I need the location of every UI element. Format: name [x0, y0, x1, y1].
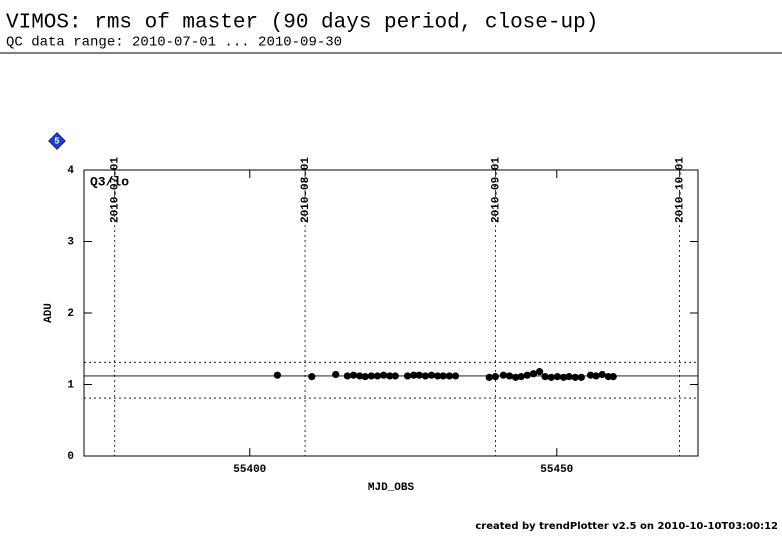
date-label: 2010-10-01 — [674, 157, 686, 223]
data-point — [577, 373, 585, 381]
data-point — [559, 373, 568, 381]
footer: created by trendPlotter v2.5 on 2010-10-… — [475, 521, 778, 532]
data-point — [609, 373, 617, 381]
data-point — [451, 372, 460, 380]
badge: 5 — [48, 132, 66, 150]
y-tick-label: 1 — [67, 379, 74, 391]
chart-subtitle: QC data range: 2010-07-01 ... 2010-09-30 — [6, 35, 342, 51]
data-point — [529, 370, 538, 378]
data-point — [367, 372, 375, 380]
panel-label: Q3/lo — [90, 174, 129, 189]
x-tick-label: 55450 — [540, 464, 573, 476]
y-axis-label: ADU — [43, 303, 55, 323]
data-point — [421, 372, 429, 380]
y-tick-label: 0 — [67, 451, 74, 463]
chart-title: VIMOS: rms of master (90 days period, cl… — [6, 12, 598, 35]
data-point — [427, 371, 436, 379]
data-point — [445, 372, 453, 380]
data-point — [386, 372, 394, 380]
data-point — [553, 373, 561, 381]
date-label: 2010-08-01 — [300, 157, 312, 223]
data-point — [571, 373, 579, 381]
badge-diamond — [48, 132, 66, 150]
data-point — [439, 372, 447, 380]
data-point — [356, 372, 364, 380]
data-point — [349, 371, 358, 379]
data-point — [565, 373, 573, 381]
data-point — [410, 371, 418, 379]
date-label: 2010-07-01 — [110, 157, 122, 223]
data-point — [491, 373, 499, 381]
data-point — [517, 373, 525, 381]
data-point — [373, 372, 382, 380]
x-tick-label: 55400 — [233, 464, 266, 476]
data-point — [499, 371, 507, 379]
y-tick-label: 3 — [67, 236, 74, 248]
data-point — [592, 372, 600, 380]
data-point — [523, 371, 531, 379]
data-point — [273, 371, 282, 379]
data-point — [361, 373, 369, 381]
data-point — [586, 371, 595, 379]
data-point — [332, 370, 340, 379]
badge-label: 5 — [54, 136, 59, 146]
data-point — [391, 372, 399, 380]
data-point — [512, 373, 520, 381]
data-point — [403, 372, 412, 380]
y-tick-label: 2 — [67, 308, 74, 320]
data-point — [541, 373, 549, 381]
y-tick-label: 4 — [67, 165, 74, 177]
data-point — [485, 373, 493, 381]
data-point — [343, 372, 352, 380]
data-point — [535, 368, 544, 376]
date-label: 2010-09-01 — [490, 157, 502, 223]
data-point — [308, 373, 316, 381]
data-point — [505, 372, 514, 380]
data-point — [547, 373, 555, 381]
data-point — [598, 370, 606, 379]
x-axis-label: MJD_OBS — [368, 482, 415, 494]
data-point — [434, 372, 442, 380]
data-point — [380, 371, 388, 379]
data-point — [415, 371, 423, 379]
